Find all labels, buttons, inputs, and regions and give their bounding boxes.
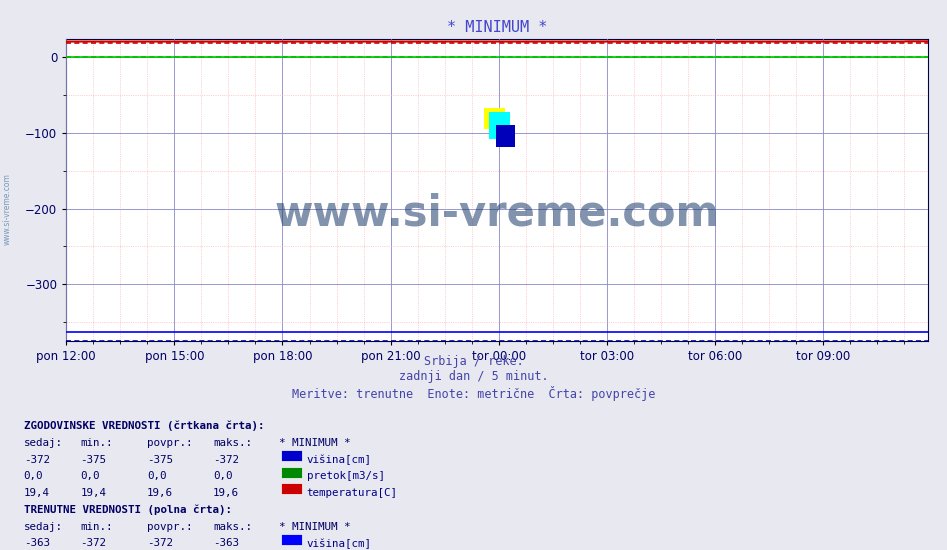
Text: -372: -372	[213, 455, 239, 465]
Text: -372: -372	[80, 538, 106, 548]
Text: -363: -363	[213, 538, 239, 548]
Text: 0,0: 0,0	[147, 471, 167, 481]
Text: temperatura[C]: temperatura[C]	[307, 488, 398, 498]
Text: 0,0: 0,0	[80, 471, 100, 481]
Text: 19,6: 19,6	[213, 488, 239, 498]
Text: pretok[m3/s]: pretok[m3/s]	[307, 471, 384, 481]
Text: 19,4: 19,4	[80, 488, 106, 498]
Text: min.:: min.:	[80, 522, 113, 532]
Text: Srbija / reke.: Srbija / reke.	[423, 355, 524, 368]
Text: povpr.:: povpr.:	[147, 522, 192, 532]
Text: TRENUTNE VREDNOSTI (polna črta):: TRENUTNE VREDNOSTI (polna črta):	[24, 504, 232, 515]
Text: sedaj:: sedaj:	[24, 522, 63, 532]
Bar	[490, 112, 510, 139]
Text: www.si-vreme.com: www.si-vreme.com	[275, 193, 720, 235]
Bar	[496, 125, 515, 147]
Text: 0,0: 0,0	[24, 471, 44, 481]
Text: 19,4: 19,4	[24, 488, 49, 498]
Text: min.:: min.:	[80, 438, 113, 448]
Text: -372: -372	[24, 455, 49, 465]
Text: višina[cm]: višina[cm]	[307, 455, 372, 465]
Text: maks.:: maks.:	[213, 522, 252, 532]
Bar	[484, 108, 505, 129]
Text: zadnji dan / 5 minut.: zadnji dan / 5 minut.	[399, 370, 548, 383]
Text: * MINIMUM *: * MINIMUM *	[279, 438, 351, 448]
Text: 0,0: 0,0	[213, 471, 233, 481]
Text: www.si-vreme.com: www.si-vreme.com	[3, 173, 12, 245]
Text: ZGODOVINSKE VREDNOSTI (črtkana črta):: ZGODOVINSKE VREDNOSTI (črtkana črta):	[24, 421, 264, 431]
Text: maks.:: maks.:	[213, 438, 252, 448]
Text: povpr.:: povpr.:	[147, 438, 192, 448]
Text: -375: -375	[147, 455, 172, 465]
Text: 19,6: 19,6	[147, 488, 172, 498]
Text: -375: -375	[80, 455, 106, 465]
Text: -363: -363	[24, 538, 49, 548]
Text: sedaj:: sedaj:	[24, 438, 63, 448]
Text: Meritve: trenutne  Enote: metrične  Črta: povprečje: Meritve: trenutne Enote: metrične Črta: …	[292, 386, 655, 400]
Text: -372: -372	[147, 538, 172, 548]
Text: * MINIMUM *: * MINIMUM *	[279, 522, 351, 532]
Title: * MINIMUM *: * MINIMUM *	[447, 20, 547, 35]
Text: višina[cm]: višina[cm]	[307, 538, 372, 549]
